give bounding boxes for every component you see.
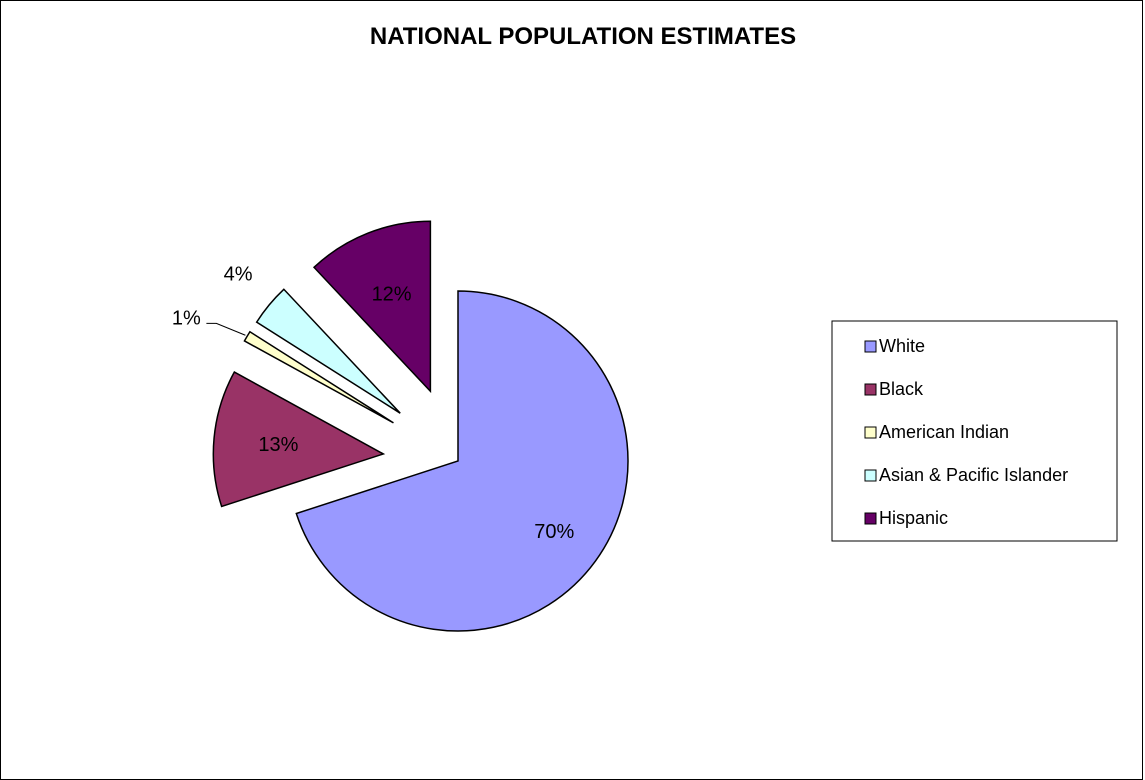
legend-box [831,320,1118,542]
pie-slice-black [212,371,386,508]
legend-swatch-american-indian [864,426,877,439]
legend-label-hispanic: Hispanic [879,508,948,528]
pie-slice-hispanic [312,220,432,394]
legend-swatch-white [864,340,877,353]
data-label-asian-pacific-islander: 4% [224,264,253,286]
leader-line-american-indian [206,322,246,336]
data-label-white: 70% [534,521,574,543]
data-label-american-indian: 1% [172,307,201,329]
pie-chart: NATIONAL POPULATION ESTIMATES 70% 13% 1% 4%… [172,23,1118,632]
chart-title: NATIONAL POPULATION ESTIMATES [370,23,796,50]
data-label-black: 13% [258,434,298,456]
pie-slice-asian-pacific-islander [255,288,401,414]
legend-label-white: White [879,336,925,356]
legend: White Black American Indian Asian & Pacific… [831,320,1118,542]
pie-slice-american-indian [243,330,394,424]
legend-label-american-indian: American Indian [879,422,1009,442]
legend-label-asian-pacific-islander: Asian & Pacific Islander [879,465,1068,485]
data-label-hispanic: 12% [372,283,412,305]
pie-slice-white [295,290,629,632]
legend-swatch-hispanic [864,512,877,525]
legend-label-black: Black [879,379,924,399]
legend-swatch-asian-pacific-islander [864,469,877,482]
legend-swatch-black [864,383,877,396]
